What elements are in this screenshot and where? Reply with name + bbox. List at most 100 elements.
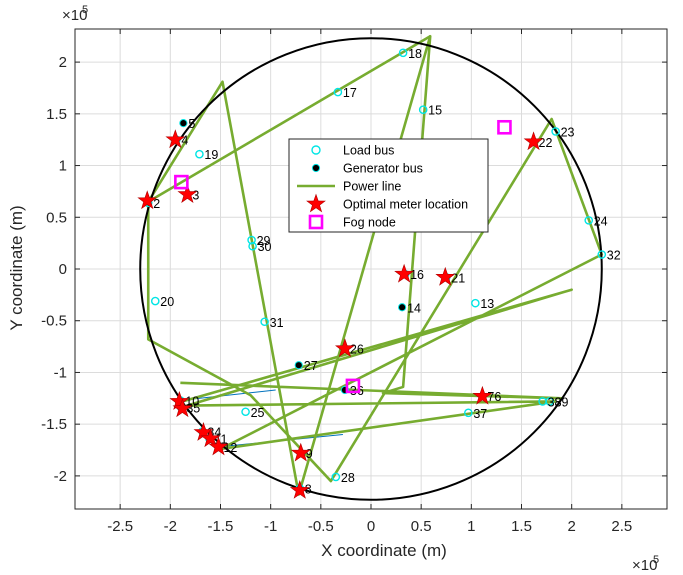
- y-tick-label: 0: [59, 261, 67, 278]
- y-multiplier: ×10 5: [62, 4, 88, 24]
- bus-label-26: 26: [350, 343, 364, 357]
- y-tick-label: 2: [59, 54, 67, 71]
- bus-label-19: 19: [204, 148, 218, 162]
- optimal-meter: [435, 266, 456, 286]
- y-multiplier-exp: 5: [82, 4, 88, 16]
- x-tick-label: 1.5: [511, 518, 532, 535]
- optimal-meter: [523, 131, 544, 151]
- optimal-meter: [208, 436, 229, 456]
- load-bus: [150, 296, 160, 306]
- load-bus: [597, 250, 607, 259]
- bus-label-30: 30: [258, 240, 272, 254]
- bus-label-37: 37: [473, 407, 487, 421]
- optimal-meter: [290, 442, 311, 462]
- bus-label-16: 16: [410, 268, 424, 282]
- load-bus: [398, 48, 408, 58]
- bus-label-8: 8: [305, 482, 312, 496]
- bus-label-13: 13: [480, 297, 494, 311]
- bus-label-15: 15: [428, 104, 442, 118]
- bus-label-4: 4: [181, 134, 188, 148]
- bus-label-35: 35: [186, 402, 200, 416]
- bus-label-14: 14: [407, 301, 421, 315]
- optimal-meter: [177, 184, 198, 203]
- x-tick-label: 2.5: [611, 518, 632, 535]
- x-tick-label: -0.5: [308, 518, 334, 535]
- y-tick-label: -0.5: [41, 313, 67, 330]
- legend-label: Load bus: [343, 144, 394, 158]
- bus-label-32: 32: [607, 249, 621, 263]
- x-tick-label: 0.5: [411, 518, 432, 535]
- bus-label-9: 9: [306, 447, 313, 461]
- y-tick-label: 1: [59, 158, 67, 175]
- bus-label-12: 12: [223, 441, 237, 455]
- optimal-meter: [200, 428, 221, 448]
- legend-marker-fog: [308, 214, 324, 230]
- optimal-meter: [137, 190, 158, 210]
- legend-label: Fog node: [343, 216, 396, 230]
- bus-label-39: 39: [555, 395, 569, 409]
- bus-label-31: 31: [270, 316, 284, 330]
- load-bus: [331, 472, 341, 482]
- x-tick-label: -2.5: [107, 518, 133, 535]
- x-multiplier-exp: 5: [653, 554, 659, 566]
- bus-label-21: 21: [451, 271, 465, 285]
- tick-labels: -2.5 -2 -1.5 -1 -0.5 0 0.5 1 1.5 2 2.5 -2 -1.5 -1 -0.5…: [41, 54, 632, 535]
- bus-label-25: 25: [251, 406, 265, 420]
- optimal-meter: [472, 385, 493, 405]
- legend-marker-load: [311, 145, 321, 155]
- bus-label-23: 23: [561, 125, 575, 139]
- bus-label-10: 10: [185, 394, 199, 408]
- load-bus: [418, 105, 428, 114]
- load-bus: [551, 127, 560, 136]
- x-tick-label: 2: [568, 518, 576, 535]
- x-tick-label: -1.5: [208, 518, 234, 535]
- y-tick-label: -1: [54, 364, 67, 381]
- load-bus: [241, 407, 250, 417]
- optimal-meter: [169, 390, 190, 410]
- x-axis-label: X coordinate (m): [321, 541, 447, 560]
- x-multiplier-base: ×10: [632, 557, 657, 574]
- meter-markers: [137, 129, 544, 499]
- y-tick-label: -2: [54, 468, 67, 485]
- x-tick-label: 0: [367, 518, 375, 535]
- x-multiplier: ×10 5: [632, 554, 659, 574]
- fog-node: [497, 119, 512, 135]
- y-tick-label: 1.5: [46, 106, 67, 123]
- bus-label-20: 20: [160, 295, 174, 309]
- bus-label-5: 5: [188, 117, 195, 131]
- bus-label-17: 17: [343, 86, 357, 100]
- legend-marker-generator: [311, 163, 321, 173]
- bus-label-2: 2: [153, 197, 160, 211]
- legend-label: Optimal meter location: [343, 198, 468, 212]
- fog-node: [345, 378, 361, 394]
- x-tick-label: 1: [467, 518, 475, 535]
- y-tick-label: -1.5: [41, 416, 67, 433]
- optimal-meter: [172, 398, 193, 418]
- bus-label-24: 24: [594, 214, 608, 228]
- power-line: [147, 35, 431, 203]
- legend: Load bus Generator bus Power line Optimal m…: [288, 138, 489, 233]
- x-tick-label: -2: [164, 518, 177, 535]
- boundary-circle: [139, 37, 603, 501]
- legend-label: Power line: [343, 180, 401, 194]
- fog-node-markers: [174, 119, 512, 394]
- load-bus: [464, 408, 473, 418]
- y-multiplier-base: ×10: [62, 7, 87, 24]
- bus-label-38: 38: [548, 395, 562, 409]
- bus-label-22: 22: [539, 136, 553, 150]
- bus-label-28: 28: [341, 471, 355, 485]
- bus-label-29: 29: [257, 234, 271, 248]
- axes: [74, 28, 668, 510]
- legend-label: Generator bus: [343, 162, 423, 176]
- x-tick-label: -1: [264, 518, 277, 535]
- optimal-meter: [335, 338, 355, 358]
- load-bus: [333, 87, 343, 97]
- bus-label-27: 27: [304, 359, 318, 373]
- y-axis-label: Y coordinate (m): [7, 205, 26, 330]
- bus-label-76: 76: [487, 390, 501, 404]
- generator-bus: [294, 361, 303, 370]
- bus-label-3: 3: [192, 189, 199, 203]
- y-tick-label: 0.5: [46, 209, 67, 226]
- load-bus: [248, 241, 257, 251]
